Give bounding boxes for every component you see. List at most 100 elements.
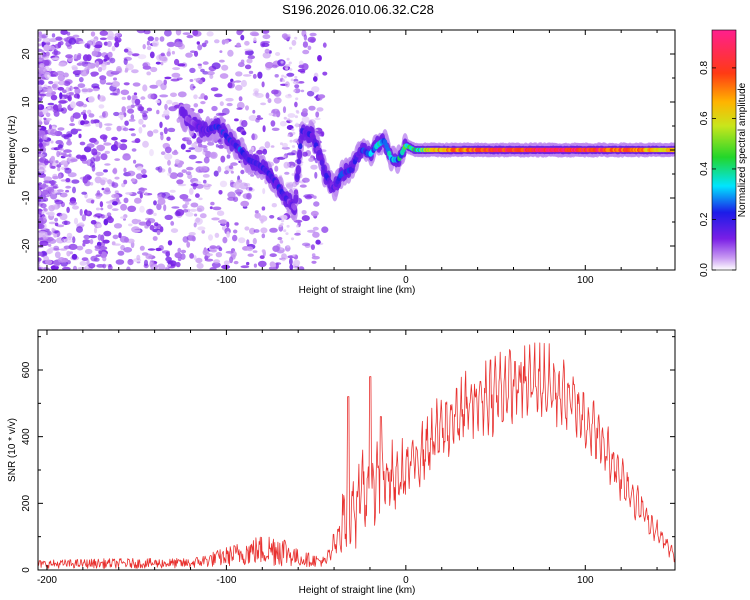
noise-speck bbox=[91, 50, 99, 57]
noise-speck bbox=[142, 65, 152, 70]
noise-speck bbox=[311, 260, 317, 264]
noise-speck bbox=[95, 122, 100, 127]
noise-speck bbox=[38, 267, 42, 270]
noise-speck bbox=[95, 171, 104, 177]
noise-speck bbox=[261, 30, 270, 34]
noise-speck bbox=[256, 117, 264, 120]
noise-speck bbox=[82, 113, 87, 120]
noise-speck bbox=[224, 170, 229, 175]
noise-speck bbox=[256, 115, 261, 118]
noise-speck bbox=[55, 36, 63, 41]
noise-speck bbox=[136, 254, 141, 261]
noise-speck bbox=[45, 259, 53, 265]
noise-speck bbox=[204, 183, 209, 186]
noise-speck bbox=[78, 77, 84, 83]
noise-speck bbox=[315, 111, 320, 118]
noise-speck bbox=[244, 48, 253, 52]
noise-speck bbox=[73, 217, 79, 225]
noise-speck bbox=[57, 41, 62, 49]
noise-speck bbox=[262, 125, 266, 133]
noise-speck bbox=[262, 188, 266, 195]
noise-speck bbox=[98, 104, 105, 109]
noise-speck bbox=[121, 96, 127, 100]
noise-speck bbox=[38, 37, 42, 42]
noise-speck bbox=[62, 154, 70, 157]
noise-speck bbox=[99, 75, 107, 81]
noise-speck bbox=[252, 73, 257, 79]
noise-speck bbox=[240, 34, 245, 41]
noise-speck bbox=[102, 239, 110, 244]
noise-speck bbox=[164, 76, 172, 80]
snr-x-ticks: -200 -100 0 100 bbox=[37, 330, 658, 586]
noise-speck bbox=[149, 149, 154, 157]
noise-speck bbox=[246, 192, 252, 200]
noise-speck bbox=[166, 136, 171, 141]
colorbar-label: Normalized spectral amplitude bbox=[737, 82, 748, 217]
noise-speck bbox=[149, 224, 155, 231]
noise-speck bbox=[302, 108, 308, 114]
noise-speck bbox=[174, 252, 182, 259]
noise-speck bbox=[304, 195, 313, 200]
noise-speck bbox=[163, 127, 168, 135]
noise-speck bbox=[59, 192, 68, 198]
y-tick-label: 0 bbox=[21, 147, 32, 153]
noise-speck bbox=[98, 250, 103, 255]
noise-speck bbox=[127, 205, 137, 212]
noise-speck bbox=[122, 127, 129, 132]
noise-speck bbox=[189, 79, 194, 82]
noise-speck bbox=[139, 245, 145, 251]
noise-speck bbox=[221, 64, 229, 71]
noise-speck bbox=[138, 221, 148, 226]
spectrogram-ridge bbox=[178, 104, 675, 222]
noise-speck bbox=[38, 257, 42, 262]
noise-speck bbox=[66, 206, 70, 213]
noise-speck bbox=[147, 36, 154, 42]
noise-speck bbox=[193, 103, 199, 108]
ridge-core bbox=[296, 158, 302, 165]
noise-speck bbox=[103, 169, 108, 173]
noise-speck bbox=[96, 223, 102, 228]
noise-speck bbox=[163, 79, 167, 86]
snr-y-axis-label: SNR (10 * v/v) bbox=[7, 418, 18, 482]
noise-speck bbox=[123, 48, 129, 53]
noise-speck bbox=[282, 258, 286, 262]
noise-speck bbox=[292, 263, 296, 267]
noise-speck bbox=[84, 248, 93, 255]
noise-speck bbox=[125, 192, 133, 195]
noise-speck bbox=[157, 198, 166, 205]
noise-speck bbox=[138, 126, 143, 134]
noise-speck bbox=[196, 262, 204, 269]
noise-speck bbox=[270, 120, 276, 127]
noise-speck bbox=[101, 63, 107, 71]
noise-speck bbox=[103, 230, 112, 237]
noise-speck bbox=[51, 50, 61, 56]
noise-speck bbox=[314, 171, 318, 179]
noise-speck bbox=[124, 237, 129, 243]
noise-speck bbox=[74, 73, 80, 77]
noise-speck bbox=[95, 195, 101, 199]
noise-speck bbox=[289, 139, 293, 143]
noise-speck bbox=[142, 84, 148, 92]
noise-speck bbox=[280, 60, 284, 64]
spectrogram-y-axis-label: Frequency (Hz) bbox=[7, 116, 18, 185]
noise-speck bbox=[123, 82, 130, 86]
noise-speck bbox=[284, 256, 289, 260]
noise-speck bbox=[264, 141, 271, 149]
noise-speck bbox=[265, 92, 270, 99]
noise-speck bbox=[77, 83, 86, 88]
noise-speck bbox=[171, 129, 175, 132]
spectrogram-noise bbox=[38, 30, 329, 270]
noise-speck bbox=[146, 208, 154, 215]
noise-speck bbox=[117, 250, 125, 256]
x-tick-label: -100 bbox=[216, 575, 236, 586]
noise-speck bbox=[95, 254, 102, 257]
noise-speck bbox=[285, 81, 290, 88]
noise-speck bbox=[172, 67, 181, 71]
noise-speck bbox=[82, 109, 87, 114]
noise-speck bbox=[113, 77, 117, 81]
noise-speck bbox=[160, 151, 166, 156]
noise-speck bbox=[232, 80, 236, 84]
noise-speck bbox=[301, 116, 310, 124]
noise-speck bbox=[219, 50, 223, 53]
